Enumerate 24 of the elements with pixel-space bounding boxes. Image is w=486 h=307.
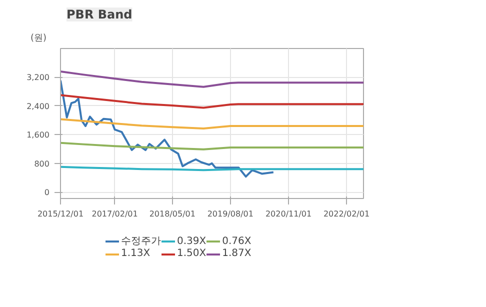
chart-title: PBR Band xyxy=(66,8,132,22)
line-series xyxy=(60,79,274,178)
x-tick-label: 2015/12/01 xyxy=(37,210,84,218)
x-tick-label: 2022/02/01 xyxy=(323,210,370,218)
y-axis-title: (원) xyxy=(30,34,47,44)
legend-label: 1.87X xyxy=(222,248,252,259)
legend-label: 1.50X xyxy=(177,248,206,259)
legend-label: 0.39X xyxy=(177,236,206,246)
legend-label: 수정주가 xyxy=(121,235,161,248)
x-tick-label: 2020/11/01 xyxy=(265,210,312,218)
x-tick-label: 2018/05/01 xyxy=(149,210,196,218)
line-series xyxy=(60,142,364,150)
y-tick-label: 2,400 xyxy=(26,102,50,111)
x-tick-label: 2017/02/01 xyxy=(92,210,138,218)
y-tick-label: 1,600 xyxy=(26,130,50,140)
y-tick-label: 800 xyxy=(34,159,50,168)
legend-label: 0.76X xyxy=(222,236,252,246)
line-series xyxy=(60,94,364,109)
x-tick-label: 2019/08/01 xyxy=(207,210,254,218)
line-series xyxy=(60,70,364,88)
line-series xyxy=(60,118,364,130)
y-tick-label: 3,200 xyxy=(26,73,50,82)
legend-label: 1.13X xyxy=(121,248,150,259)
y-tick-label: 0 xyxy=(44,188,50,198)
